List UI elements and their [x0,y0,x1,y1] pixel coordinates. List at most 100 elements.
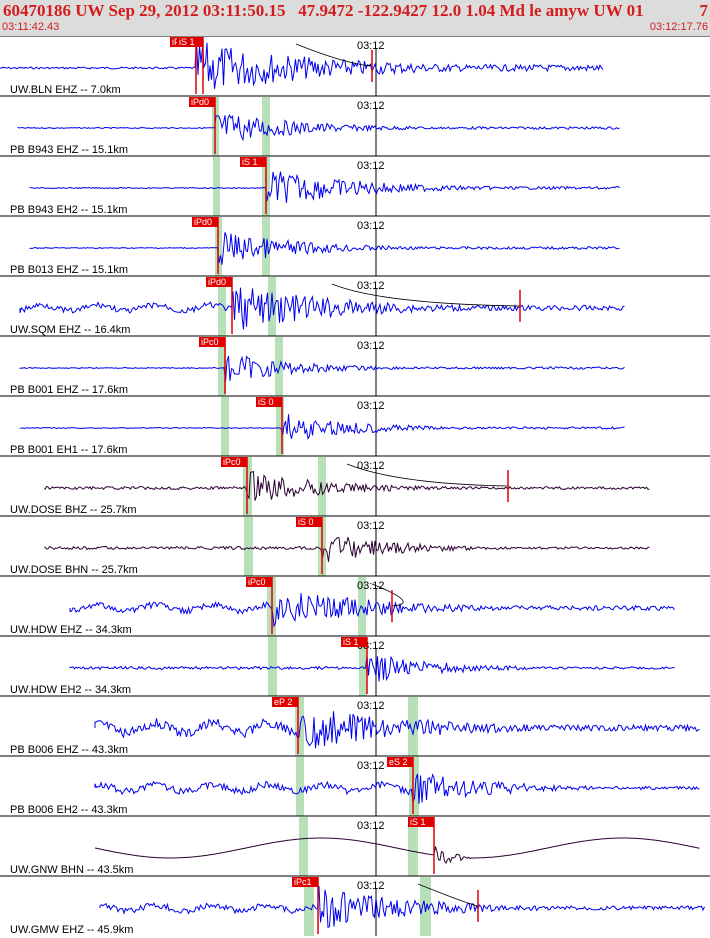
pick-label: iPc1 [294,877,312,887]
trace-row[interactable]: 03:12 iPc0 PB B001 EHZ -- 17.6km [0,335,710,396]
trace-row[interactable]: 03:12 iPc1 UW.GMW EHZ -- 45.9km [0,875,710,936]
station-label: UW.DOSE BHZ -- 25.7km [10,504,137,516]
trace-row[interactable]: 03:12 iPc0 UW.HDW EHZ -- 34.3km [0,575,710,636]
pick-window [268,637,277,696]
trace-row[interactable]: 03:12 iPc0 UW.DOSE BHZ -- 25.7km [0,455,710,516]
event-header: 60470186 UW Sep 29, 2012 03:11:50.15 47.… [0,0,710,36]
trace-row[interactable]: 03:12iPd0iS 1UW.BLN EHZ -- 7.0km [0,36,710,96]
minute-label: 03:12 [357,280,385,292]
pick-label: iPd0 [208,277,226,287]
trace-panel[interactable]: 03:12 iPd0 iS 1 UW.BLN EHZ -- 7.0km 03:12 iPd… [0,36,710,938]
station-label: PB B006 EHZ -- 43.3km [10,744,128,756]
pick-label: iS 1 [242,157,258,167]
pick-flag[interactable] [292,877,318,887]
minute-label: 03:12 [357,820,385,832]
pick-flag[interactable] [272,697,298,707]
event-title: 60470186 UW Sep 29, 2012 03:11:50.15 47.… [3,1,644,20]
pick-label: iS 1 [179,37,195,47]
waveform [29,232,620,265]
pick-label: iS 0 [298,517,314,527]
station-label: UW.HDW EH2 -- 34.3km [10,684,131,696]
pick-window [295,697,304,756]
window-start-time: 03:11:42.43 [2,21,60,33]
minute-label: 03:12 [357,100,385,112]
coda-curve [346,463,509,487]
trace-row[interactable]: 03:12 iPd0 PB B943 EHZ -- 15.1km [0,95,710,156]
pick-window [299,817,308,876]
pick-window [296,757,304,816]
pick-flag[interactable] [189,97,215,107]
waveform [29,171,620,204]
minute-label: 03:12 [357,520,385,532]
trace-row[interactable]: 03:12 iPd0 PB B013 EHZ -- 15.1km [0,215,710,276]
pick-window [408,817,418,876]
pick-label: iPc0 [223,457,241,467]
trace-row[interactable]: 03:12 iS 0 PB B001 EH1 -- 17.6km [0,395,710,456]
pick-flag[interactable] [256,397,282,407]
pick-window [408,697,418,756]
station-label: UW.GMW EHZ -- 45.9km [10,924,133,936]
coda-curve [295,43,373,67]
station-label: PB B001 EH1 -- 17.6km [10,444,127,456]
pick-window [275,337,283,396]
waveform [19,287,625,330]
waveform [94,773,700,804]
minute-label: 03:12 [357,40,385,52]
pick-flag[interactable] [221,457,247,467]
pick-flag[interactable] [246,577,272,587]
coda-curve [331,283,521,307]
trace-row[interactable]: 03:12 eP 2 PB B006 EHZ -- 43.3km [0,695,710,756]
pick-label: iPc0 [248,577,266,587]
minute-label: 03:12 [357,460,385,472]
pick-window [409,757,419,816]
trace-row[interactable]: 03:12 eS 2 PB B006 EH2 -- 43.3km [0,755,710,816]
waveform [94,711,700,749]
waveform [94,837,700,864]
pick-window [420,877,431,936]
window-end-time: 03:12:17.76 [649,21,708,33]
station-label: PB B001 EHZ -- 17.6km [10,384,128,396]
minute-label: 03:12 [357,160,385,172]
station-label: UW.SQM EHZ -- 16.4km [10,324,130,336]
pick-flag[interactable] [177,37,203,47]
waveform [19,355,625,383]
pick-window [218,337,226,396]
trace-row[interactable]: 03:12 iS 1 UW.GNW BHN -- 43.5km [0,815,710,876]
pick-window [262,97,270,156]
minute-label: 03:12 [357,220,385,232]
pick-window [244,517,253,576]
pick-window [304,877,314,936]
minute-label: 03:12 [357,760,385,772]
trace-row[interactable]: 03:12 iPd0 UW.SQM EHZ -- 16.4km [0,275,710,336]
pick-flag[interactable] [240,157,266,167]
waveform [69,593,675,628]
pick-flag[interactable] [192,217,218,227]
station-label: PB B943 EH2 -- 15.1km [10,204,127,216]
pick-flag[interactable] [408,817,434,827]
pick-window [268,277,276,336]
trace-row[interactable]: 03:12 iS 0 UW.DOSE BHN -- 25.7km [0,515,710,576]
pick-label: iPc0 [201,337,219,347]
pick-label: iS 0 [258,397,274,407]
waveform [44,470,650,501]
station-label: PB B006 EH2 -- 43.3km [10,804,127,816]
pick-label: eP 2 [274,697,292,707]
event-count: 7 [699,1,709,20]
waveform [44,536,650,562]
station-label: PB B013 EHZ -- 15.1km [10,264,128,276]
pick-flag[interactable] [206,277,232,287]
pick-window [276,397,284,456]
station-label: UW.GNW BHN -- 43.5km [10,864,133,876]
minute-label: 03:12 [357,880,385,892]
pick-flag[interactable] [387,757,413,767]
pick-flag[interactable] [199,337,225,347]
pick-label: iS 1 [410,817,426,827]
trace-row[interactable]: 03:12 iS 1 PB B943 EH2 -- 15.1km [0,155,710,216]
pick-window [221,397,229,456]
waveform [19,414,625,440]
pick-flag[interactable] [296,517,322,527]
station-label: UW.DOSE BHN -- 25.7km [10,564,138,576]
waveform [17,113,620,142]
pick-flag[interactable] [341,637,367,647]
